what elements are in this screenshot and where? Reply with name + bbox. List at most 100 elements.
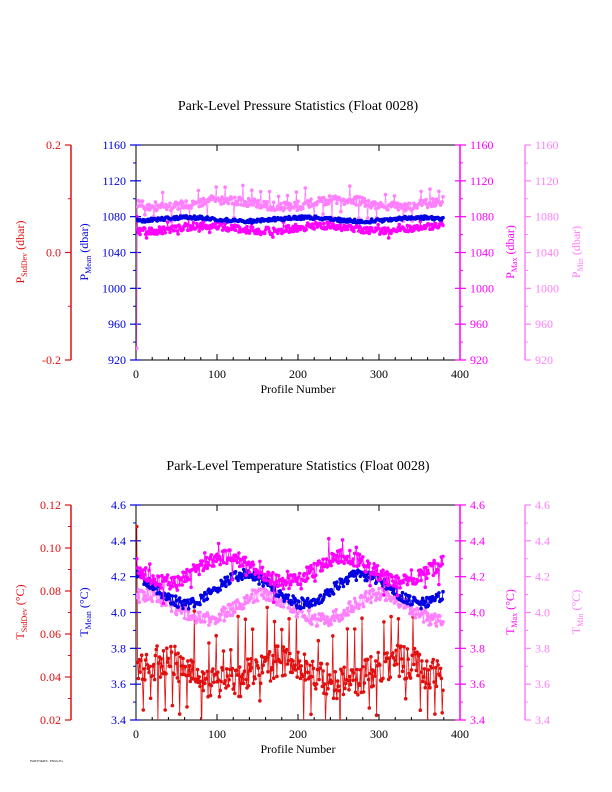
data-point-max [173, 575, 177, 580]
data-point-mean [352, 217, 357, 222]
data-point-mean [177, 596, 182, 600]
data-point-min [223, 185, 227, 189]
data-point-max [322, 221, 326, 226]
data-point-stddev [421, 675, 426, 679]
data-point-stddev [422, 667, 427, 671]
data-point-min [147, 202, 151, 207]
data-point-mean [167, 596, 171, 601]
data-point-max [369, 226, 374, 230]
data-point-stddev [181, 656, 185, 661]
data-point-mean [186, 598, 190, 602]
data-point-stddev [373, 674, 377, 678]
data-point-stddev [423, 685, 428, 690]
data-point-max [338, 223, 342, 227]
data-point-max [267, 571, 271, 575]
data-point-min [400, 204, 405, 208]
data-point-max [189, 585, 193, 590]
data-point-min [428, 187, 432, 191]
data-point-min [433, 203, 438, 208]
data-point-max [329, 563, 334, 568]
data-point-min [392, 194, 397, 198]
data-point-min [357, 603, 362, 607]
data-point-stddev [283, 673, 287, 677]
y-tick-label-mean: 3.4 [111, 713, 126, 727]
data-point-max [319, 561, 324, 566]
data-point-min [218, 618, 222, 622]
data-point-max [148, 562, 152, 566]
data-point-stddev [188, 679, 193, 684]
data-point-stddev [350, 668, 355, 672]
data-point-mean [331, 592, 336, 596]
data-point-stddev [192, 609, 197, 613]
data-point-stddev [360, 616, 364, 620]
y-tick-label-min: 1160 [535, 138, 559, 152]
data-point-min [329, 622, 334, 627]
data-point-stddev [208, 693, 213, 698]
data-point-stddev [330, 679, 334, 684]
data-point-max [223, 222, 227, 226]
data-point-max [138, 566, 142, 570]
data-point-mean [408, 594, 412, 598]
data-point-stddev [158, 675, 163, 679]
data-point-max [182, 575, 186, 579]
data-point-stddev [230, 666, 235, 671]
y-axis-label-unit: (°C) [13, 584, 27, 608]
data-point-stddev [263, 658, 268, 662]
data-point-max [185, 222, 189, 227]
data-point-mean [322, 595, 326, 599]
data-point-max [270, 231, 274, 236]
data-point-max [321, 557, 325, 562]
chart-title: Park-Level Temperature Statistics (Float… [166, 459, 429, 474]
data-point-min [245, 593, 249, 598]
data-point-stddev [275, 674, 279, 679]
data-point-stddev [414, 668, 419, 673]
data-point-min [303, 186, 308, 190]
data-point-min [267, 598, 272, 603]
data-point-stddev [169, 644, 173, 649]
data-point-min [342, 202, 347, 206]
data-point-stddev [271, 653, 275, 658]
data-point-mean [233, 570, 238, 574]
data-point-min [203, 620, 207, 624]
data-point-stddev [242, 669, 247, 673]
data-point-stddev [235, 673, 240, 677]
data-point-stddev [150, 674, 154, 678]
data-point-mean [191, 599, 196, 603]
data-point-stddev [367, 706, 372, 710]
data-point-max [286, 223, 291, 228]
data-point-min [184, 199, 188, 203]
data-point-min [143, 594, 148, 598]
data-point-min [266, 592, 270, 597]
data-point-max [368, 583, 372, 588]
data-point-stddev [219, 679, 223, 684]
data-point-min [176, 207, 180, 211]
data-point-max [306, 565, 311, 570]
data-point-max [181, 227, 185, 232]
data-point-min [369, 600, 373, 605]
data-point-stddev [383, 659, 388, 664]
y-tick-label-max: 960 [470, 317, 488, 331]
data-point-min [371, 588, 376, 592]
data-point-stddev [250, 627, 255, 631]
data-point-max [441, 223, 445, 228]
data-point-stddev [285, 662, 290, 666]
data-point-mean [250, 573, 254, 577]
data-point-stddev [176, 651, 180, 656]
y-tick-label-stddev: 0.10 [40, 541, 61, 555]
data-point-stddev [213, 672, 218, 676]
data-point-stddev [214, 633, 218, 638]
data-point-max [437, 582, 441, 587]
data-point-stddev [435, 659, 440, 663]
data-point-stddev [316, 638, 321, 643]
data-point-mean [436, 594, 440, 598]
data-point-max [370, 570, 375, 574]
data-point-min [143, 212, 147, 217]
y-axis-label-mean: PMean (dbar) [77, 223, 93, 280]
y-tick-label-mean: 4.6 [111, 498, 126, 512]
data-point-stddev [249, 657, 253, 661]
y-tick-label-mean: 4.0 [111, 606, 126, 620]
data-point-min [431, 201, 436, 205]
data-point-max [421, 572, 426, 577]
data-point-min [432, 615, 436, 619]
y-tick-label-mean: 1160 [102, 138, 126, 152]
